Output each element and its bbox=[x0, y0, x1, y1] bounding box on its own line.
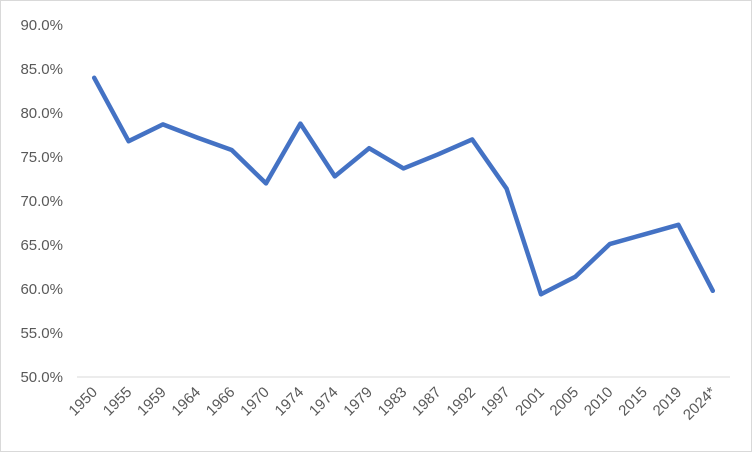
x-tick-label: 1970 bbox=[237, 384, 273, 420]
y-tick-label: 85.0% bbox=[20, 61, 63, 78]
x-tick-label: 1964 bbox=[168, 384, 204, 420]
x-tick-label: 1955 bbox=[100, 384, 136, 420]
x-tick-label: 1992 bbox=[443, 384, 479, 420]
x-tick-label: 1974 bbox=[272, 384, 308, 420]
y-tick-label: 80.0% bbox=[20, 105, 63, 122]
x-tick-label: 1987 bbox=[409, 384, 445, 420]
y-tick-label: 60.0% bbox=[20, 281, 63, 298]
x-tick-label: 2005 bbox=[547, 384, 583, 420]
x-tick-label: 2001 bbox=[512, 384, 548, 420]
x-tick-label: 1966 bbox=[203, 384, 239, 420]
series-layer bbox=[91, 75, 716, 297]
x-tick-label: 2019 bbox=[650, 384, 686, 420]
x-tick-label: 1979 bbox=[340, 384, 376, 420]
y-tick-label: 65.0% bbox=[20, 237, 63, 254]
x-tick-label: 2010 bbox=[581, 384, 617, 420]
y-axis: 50.0% 55.0% 60.0% 65.0% 70.0% 75.0% 80.0% 85.0%… bbox=[20, 17, 63, 386]
y-tick-label: 55.0% bbox=[20, 325, 63, 342]
y-tick-label: 50.0% bbox=[20, 369, 63, 386]
x-tick-label: 2024* bbox=[680, 384, 720, 424]
y-tick-label: 75.0% bbox=[20, 149, 63, 166]
x-tick-label: 1997 bbox=[478, 384, 514, 420]
y-tick-label: 70.0% bbox=[20, 193, 63, 210]
series-line bbox=[91, 75, 716, 297]
x-tick-label: 1974 bbox=[306, 384, 342, 420]
x-tick-label: 1983 bbox=[375, 384, 411, 420]
y-tick-label: 90.0% bbox=[20, 17, 63, 34]
x-tick-label: 1950 bbox=[65, 384, 101, 420]
x-tick-label: 1959 bbox=[134, 384, 170, 420]
x-axis: 1950195519591964196619701974197419791983… bbox=[65, 376, 730, 424]
x-tick-label: 2015 bbox=[615, 384, 651, 420]
